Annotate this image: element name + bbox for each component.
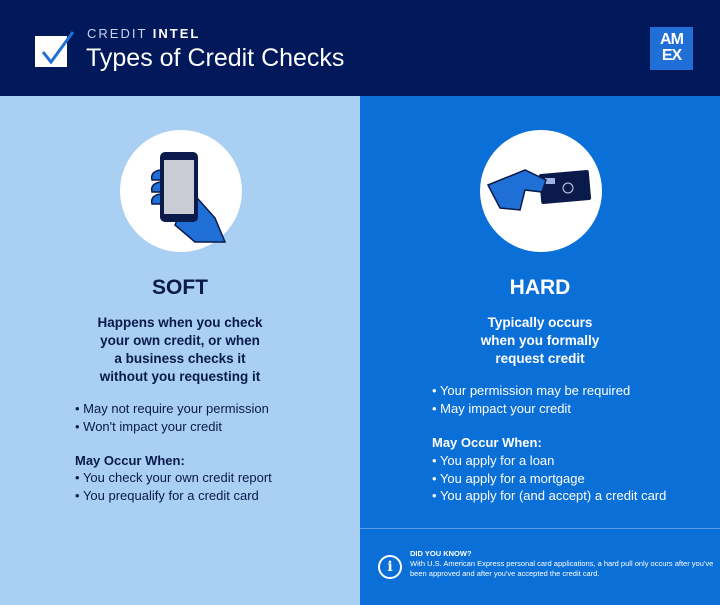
lead-line: Typically occurs <box>487 315 593 330</box>
soft-panel: SOFT Happens when you check your own cre… <box>0 96 360 605</box>
divider <box>360 528 720 529</box>
hard-occur-list: You apply for a loan You apply for a mor… <box>432 452 666 505</box>
list-item: You apply for (and accept) a credit card <box>432 487 666 505</box>
checkbox-icon <box>35 31 75 67</box>
card-in-hand-icon <box>480 130 602 252</box>
hard-occur-title: May Occur When: <box>432 435 542 450</box>
list-item: Won't impact your credit <box>75 418 269 436</box>
list-item: You prequalify for a credit card <box>75 487 272 505</box>
lead-line: Happens when you check <box>97 315 263 330</box>
soft-heading: SOFT <box>152 276 208 299</box>
list-item: You apply for a loan <box>432 452 666 470</box>
logo-line: AM <box>660 31 684 48</box>
list-item: Your permission may be required <box>432 382 630 400</box>
lead-line: request credit <box>495 351 585 366</box>
list-item: You check your own credit report <box>75 469 272 487</box>
list-item: May not require your permission <box>75 400 269 418</box>
lead-line: a business checks it <box>114 351 246 366</box>
amex-logo: AM EX <box>650 27 693 70</box>
lead-line: without you requesting it <box>99 369 261 384</box>
soft-occur-title: May Occur When: <box>75 453 185 468</box>
hard-panel: HARD Typically occurs when you formally … <box>360 96 720 605</box>
kicker-bold: INTEL <box>152 26 201 41</box>
hard-bullets: Your permission may be required May impa… <box>432 382 630 417</box>
hard-heading: HARD <box>509 276 571 299</box>
info-icon: i <box>378 555 402 579</box>
header: CREDIT INTEL Types of Credit Checks AM EX <box>0 0 720 96</box>
did-you-know-title: DID YOU KNOW? <box>410 549 472 558</box>
soft-lead: Happens when you check your own credit, … <box>0 314 360 386</box>
list-item: You apply for a mortgage <box>432 470 666 488</box>
did-you-know-text: With U.S. American Express personal card… <box>410 559 714 578</box>
kicker: CREDIT INTEL <box>87 26 200 41</box>
logo-line: EX <box>661 47 682 64</box>
hard-lead: Typically occurs when you formally reque… <box>360 314 720 368</box>
phone-in-hand-icon <box>120 130 242 252</box>
lead-line: when you formally <box>480 333 600 348</box>
soft-bullets: May not require your permission Won't im… <box>75 400 269 435</box>
lead-line: your own credit, or when <box>100 333 260 348</box>
page-title: Types of Credit Checks <box>86 44 345 72</box>
list-item: May impact your credit <box>432 400 630 418</box>
soft-occur-list: You check your own credit report You pre… <box>75 469 272 504</box>
kicker-light: CREDIT <box>87 26 148 41</box>
